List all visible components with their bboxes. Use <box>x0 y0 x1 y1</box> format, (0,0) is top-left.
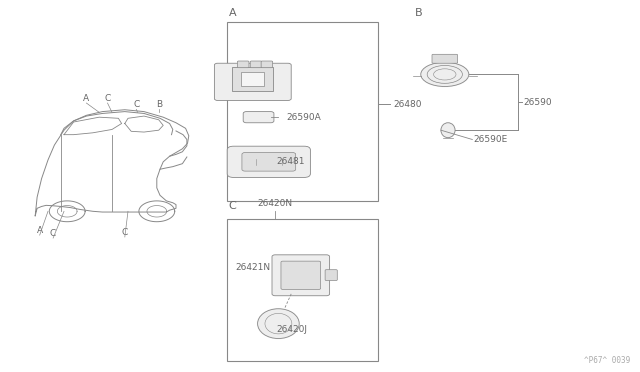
Text: 26590E: 26590E <box>474 135 508 144</box>
FancyBboxPatch shape <box>272 255 330 296</box>
FancyBboxPatch shape <box>227 219 378 361</box>
Text: A: A <box>83 94 90 103</box>
Text: C: C <box>133 100 140 109</box>
FancyBboxPatch shape <box>214 63 291 100</box>
Text: B: B <box>415 8 422 18</box>
Ellipse shape <box>441 123 455 138</box>
Text: C: C <box>122 228 128 237</box>
Text: 26481: 26481 <box>276 157 305 166</box>
FancyBboxPatch shape <box>227 146 310 177</box>
Text: A: A <box>228 8 236 18</box>
Text: 26590: 26590 <box>524 98 552 107</box>
Text: 26480: 26480 <box>394 100 422 109</box>
Ellipse shape <box>257 309 300 339</box>
FancyBboxPatch shape <box>432 54 458 63</box>
FancyBboxPatch shape <box>227 22 378 201</box>
Text: 26420N: 26420N <box>258 199 292 208</box>
FancyBboxPatch shape <box>242 153 296 171</box>
Text: B: B <box>156 100 162 109</box>
Text: 26421N: 26421N <box>236 263 271 272</box>
FancyBboxPatch shape <box>241 72 264 86</box>
Text: ^P67^ 0039: ^P67^ 0039 <box>584 356 630 365</box>
Text: C: C <box>104 94 111 103</box>
Text: A: A <box>36 226 43 235</box>
Text: 26420J: 26420J <box>276 325 307 334</box>
FancyBboxPatch shape <box>237 61 249 68</box>
FancyBboxPatch shape <box>281 261 321 289</box>
Ellipse shape <box>421 62 468 86</box>
FancyBboxPatch shape <box>243 112 274 123</box>
Text: C: C <box>50 229 56 238</box>
FancyBboxPatch shape <box>325 270 337 280</box>
FancyBboxPatch shape <box>261 61 273 68</box>
Text: 26590A: 26590A <box>287 113 321 122</box>
FancyBboxPatch shape <box>232 67 273 91</box>
Text: C: C <box>228 202 236 211</box>
FancyBboxPatch shape <box>250 61 262 68</box>
